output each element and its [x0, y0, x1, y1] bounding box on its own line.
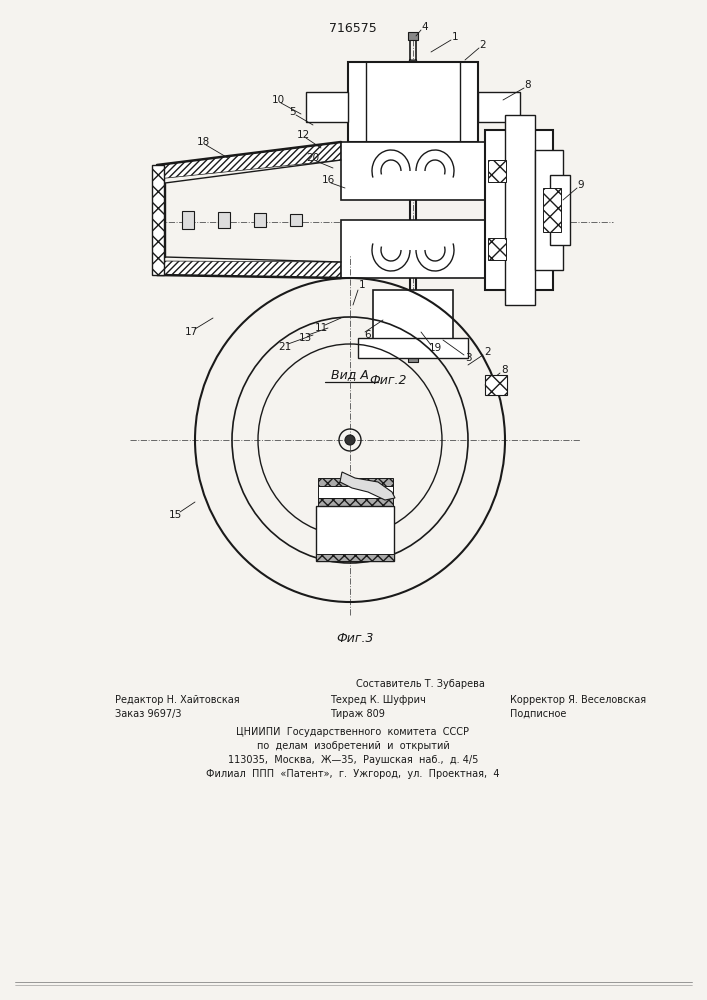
Bar: [543, 188, 561, 232]
Text: 20: 20: [306, 153, 320, 163]
Text: 10: 10: [271, 95, 284, 105]
Bar: [316, 554, 394, 561]
Text: 2: 2: [479, 40, 486, 50]
Bar: [318, 498, 393, 506]
Text: 6: 6: [365, 330, 371, 340]
Circle shape: [345, 435, 355, 445]
Text: 113035,  Москва,  Ж—35,  Раушская  наб.,  д. 4/5: 113035, Москва, Ж—35, Раушская наб., д. …: [228, 755, 478, 765]
Text: Тираж 809: Тираж 809: [330, 709, 385, 719]
Text: 15: 15: [168, 510, 182, 520]
Bar: [290, 214, 302, 226]
Text: 16: 16: [322, 175, 334, 185]
Polygon shape: [398, 322, 428, 340]
Text: 3: 3: [464, 353, 472, 363]
Bar: [408, 354, 418, 362]
Bar: [373, 290, 453, 340]
Text: Фиг.2: Фиг.2: [369, 373, 407, 386]
Bar: [550, 175, 570, 245]
Bar: [152, 165, 164, 275]
Text: 11: 11: [315, 323, 327, 333]
Text: Вид A: Вид A: [331, 368, 369, 381]
Text: Заказ 9697/3: Заказ 9697/3: [115, 709, 182, 719]
Polygon shape: [395, 60, 431, 82]
Bar: [485, 130, 553, 290]
Text: 12: 12: [296, 130, 310, 140]
Text: Техред К. Шуфрич: Техред К. Шуфрич: [330, 695, 426, 705]
Text: Редактор Н. Хайтовская: Редактор Н. Хайтовская: [115, 695, 240, 705]
Text: Фиг.3: Фиг.3: [337, 632, 374, 645]
Text: Корректор Я. Веселовская: Корректор Я. Веселовская: [510, 695, 646, 705]
Bar: [341, 142, 485, 200]
Text: по  делам  изобретений  и  открытий: по делам изобретений и открытий: [257, 741, 450, 751]
Bar: [341, 220, 485, 278]
Bar: [318, 478, 393, 486]
Text: Составитель Т. Зубарева: Составитель Т. Зубарева: [356, 679, 484, 689]
Bar: [318, 486, 393, 498]
Text: 5: 5: [290, 107, 296, 117]
Bar: [182, 211, 194, 229]
Text: 8: 8: [525, 80, 532, 90]
Bar: [254, 213, 266, 227]
Bar: [218, 212, 230, 228]
Text: 2: 2: [485, 347, 491, 357]
Polygon shape: [157, 261, 341, 278]
Bar: [358, 338, 468, 358]
Bar: [306, 92, 348, 122]
Bar: [348, 62, 478, 142]
Bar: [316, 506, 394, 561]
Text: ЦНИИПИ  Государственного  комитета  СССР: ЦНИИПИ Государственного комитета СССР: [237, 727, 469, 737]
Bar: [408, 32, 418, 40]
Text: 19: 19: [428, 343, 442, 353]
Bar: [485, 375, 507, 395]
Bar: [478, 92, 520, 122]
Polygon shape: [157, 142, 341, 179]
Bar: [488, 238, 506, 260]
Bar: [488, 160, 506, 182]
Text: 4: 4: [421, 22, 428, 32]
Text: 17: 17: [185, 327, 198, 337]
Text: 18: 18: [197, 137, 209, 147]
Text: 8: 8: [502, 365, 508, 375]
Text: 13: 13: [298, 333, 312, 343]
Text: 21: 21: [279, 342, 291, 352]
Text: 716575: 716575: [329, 21, 377, 34]
Text: 1: 1: [358, 280, 366, 290]
Text: Подписное: Подписное: [510, 709, 566, 719]
Bar: [535, 150, 563, 270]
Text: 9: 9: [578, 180, 584, 190]
Polygon shape: [340, 472, 395, 500]
Bar: [505, 115, 535, 305]
Text: Филиал  ППП  «Патент»,  г.  Ужгород,  ул.  Проектная,  4: Филиал ППП «Патент», г. Ужгород, ул. Про…: [206, 769, 500, 779]
Text: 1: 1: [452, 32, 458, 42]
